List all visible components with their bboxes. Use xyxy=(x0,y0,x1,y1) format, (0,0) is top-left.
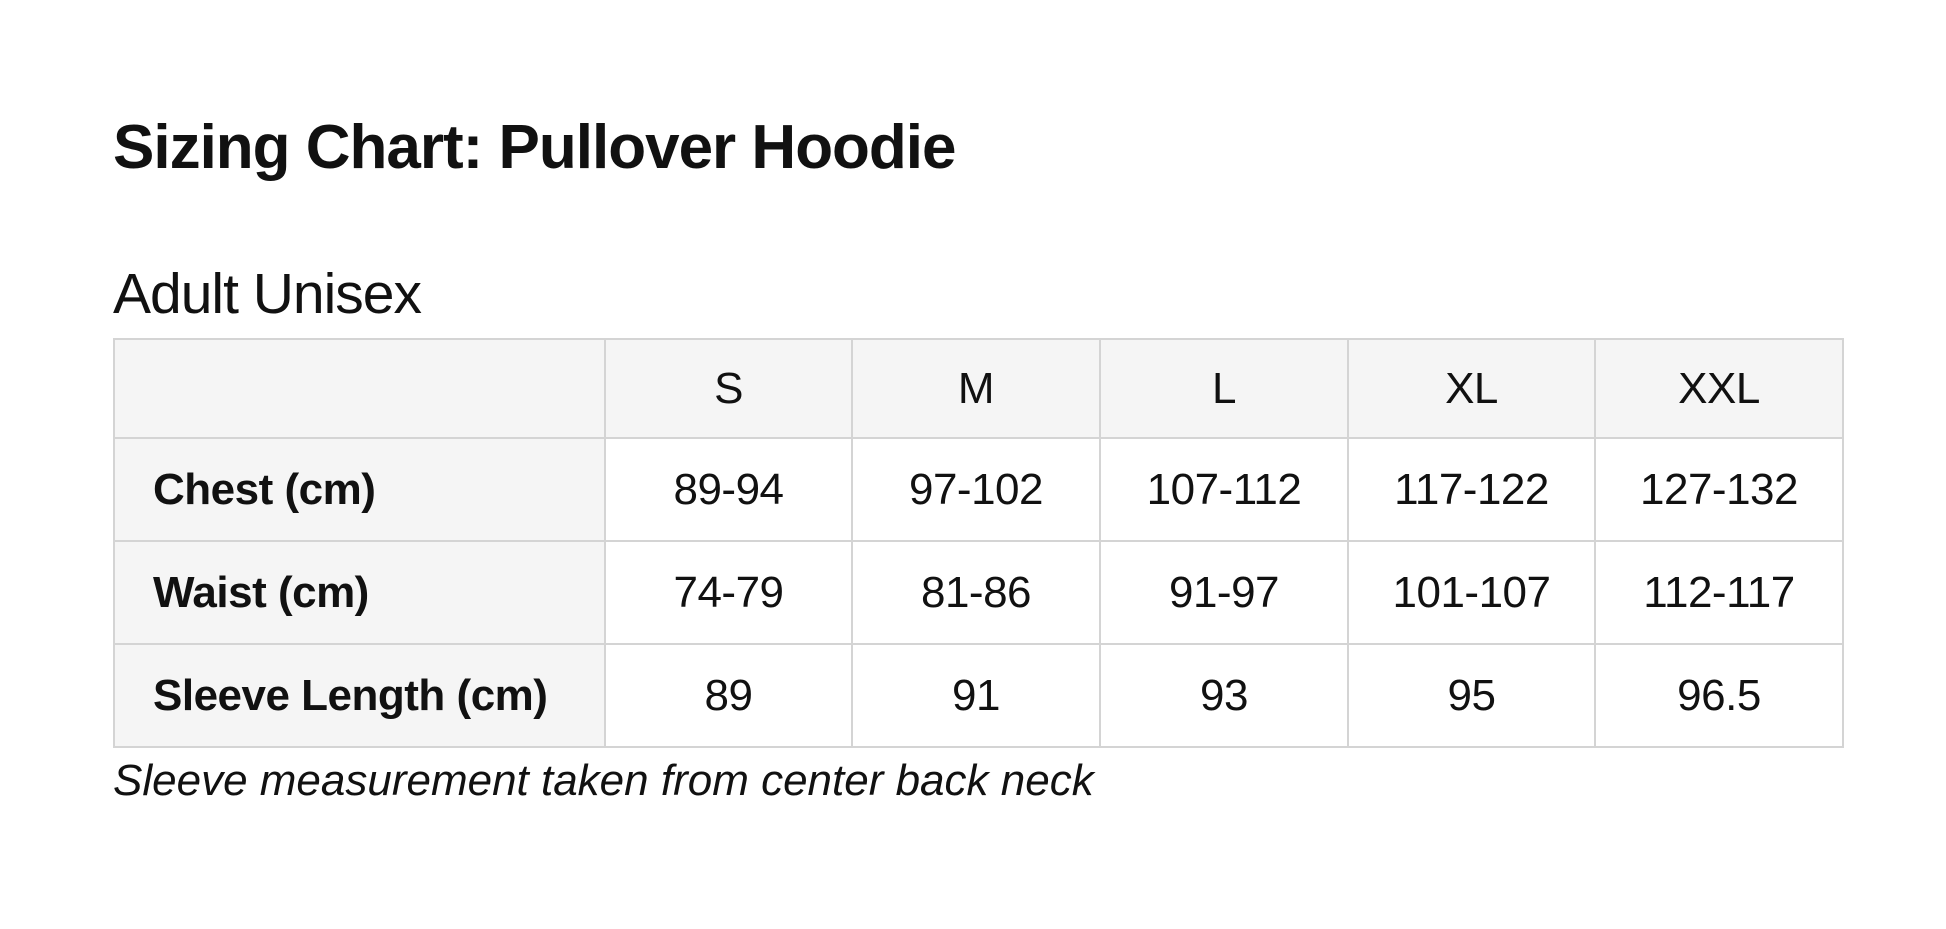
table-row-chest: Chest (cm) 89-94 97-102 107-112 117-122 … xyxy=(113,437,1844,542)
table-cell-chest-s: 89-94 xyxy=(604,437,853,542)
page-title: Sizing Chart: Pullover Hoodie xyxy=(113,113,957,182)
column-header-s: S xyxy=(604,338,853,439)
table-row-waist: Waist (cm) 74-79 81-86 91-97 101-107 112… xyxy=(113,540,1844,645)
table-header-row: S M L XL XXL xyxy=(113,338,1844,439)
row-label-chest: Chest (cm) xyxy=(113,437,606,542)
table-cell-sleeve-l: 93 xyxy=(1099,643,1349,748)
row-label-waist: Waist (cm) xyxy=(113,540,606,645)
table-cell-sleeve-xl: 95 xyxy=(1347,643,1596,748)
column-header-xxl: XXL xyxy=(1594,338,1844,439)
table-cell-chest-m: 97-102 xyxy=(851,437,1101,542)
table-cell-waist-s: 74-79 xyxy=(604,540,853,645)
table-cell-waist-xxl: 112-117 xyxy=(1594,540,1844,645)
corner-cell xyxy=(113,338,606,439)
column-header-l: L xyxy=(1099,338,1349,439)
table-cell-chest-xxl: 127-132 xyxy=(1594,437,1844,542)
table-row-sleeve-length: Sleeve Length (cm) 89 91 93 95 96.5 xyxy=(113,643,1844,748)
table-cell-waist-xl: 101-107 xyxy=(1347,540,1596,645)
table-cell-waist-m: 81-86 xyxy=(851,540,1101,645)
column-header-xl: XL xyxy=(1347,338,1596,439)
table-cell-sleeve-s: 89 xyxy=(604,643,853,748)
column-header-m: M xyxy=(851,338,1101,439)
row-label-sleeve-length: Sleeve Length (cm) xyxy=(113,643,606,748)
table-cell-chest-xl: 117-122 xyxy=(1347,437,1596,542)
footnote-sleeve-measurement: Sleeve measurement taken from center bac… xyxy=(113,756,1094,805)
sizing-table: S M L XL XXL Chest (cm) 89-94 97-102 107… xyxy=(113,338,1844,748)
table-cell-sleeve-xxl: 96.5 xyxy=(1594,643,1844,748)
table-cell-sleeve-m: 91 xyxy=(851,643,1101,748)
section-title-adult-unisex: Adult Unisex xyxy=(113,262,422,326)
table-cell-waist-l: 91-97 xyxy=(1099,540,1349,645)
table-cell-chest-l: 107-112 xyxy=(1099,437,1349,542)
